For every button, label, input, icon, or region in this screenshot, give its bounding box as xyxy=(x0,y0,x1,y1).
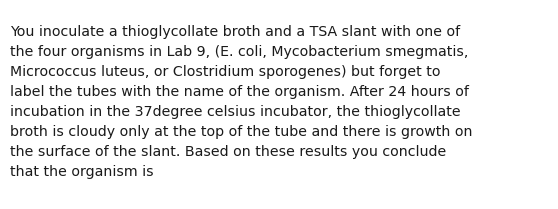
Text: You inoculate a thioglycollate broth and a TSA slant with one of
the four organi: You inoculate a thioglycollate broth and… xyxy=(10,25,473,180)
